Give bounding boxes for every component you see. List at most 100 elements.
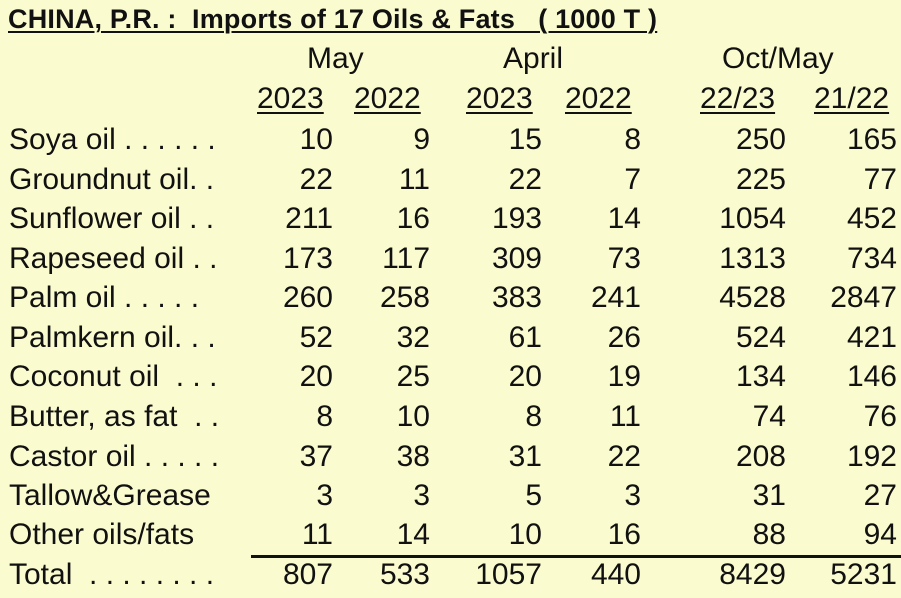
- table-row-other-oils-fats: Other oils/fats 11 14 10 16 88 94: [0, 518, 901, 558]
- cell-oct-may-22-23: 74: [752, 400, 786, 433]
- row-label: Castor oil . . . . .: [9, 440, 220, 473]
- cell-oct-may-22-23: 208: [735, 440, 786, 473]
- column-header-april-2023: 2023: [466, 82, 533, 115]
- cell-april-2022: 241: [590, 281, 641, 314]
- column-header-april-2022: 2022: [565, 82, 632, 115]
- cell-may-2023: 10: [299, 123, 333, 156]
- cell-may-2023: 52: [299, 321, 333, 354]
- table-row-groundnut-oil: Groundnut oil. . 22 11 22 7 225 77: [0, 163, 901, 203]
- cell-oct-may-21-22: 165: [846, 123, 897, 156]
- cell-oct-may-21-22: 76: [863, 400, 897, 433]
- cell-april-2023: 61: [508, 321, 542, 354]
- cell-oct-may-22-23: 1054: [719, 202, 786, 235]
- table-row-soya-oil: Soya oil . . . . . . 10 9 15 8 250 165: [0, 123, 901, 163]
- cell-may-2022: 10: [396, 400, 430, 433]
- cell-april-2022: 22: [607, 440, 641, 473]
- row-label: Other oils/fats: [9, 518, 195, 551]
- cell-oct-may-21-22: 77: [863, 163, 897, 196]
- cell-april-2023: 5: [525, 479, 542, 512]
- table-row-tallow-grease: Tallow&Grease 3 3 5 3 31 27: [0, 479, 901, 519]
- table-row-total: Total . . . . . . . . 807 533 1057 440 8…: [0, 558, 901, 598]
- group-header-oct-may: Oct/May: [722, 42, 834, 75]
- cell-april-2022: 73: [607, 242, 641, 275]
- column-header-may-2022: 2022: [354, 82, 421, 115]
- cell-april-2023: 309: [491, 242, 542, 275]
- cell-april-2023: 193: [491, 202, 542, 235]
- row-label: Butter, as fat . .: [9, 400, 220, 433]
- cell-may-2023: 20: [299, 360, 333, 393]
- page-title: CHINA, P.R. : Imports of 17 Oils & Fats …: [8, 4, 658, 34]
- cell-may-2022: 32: [396, 321, 430, 354]
- cell-april-2022: 26: [607, 321, 641, 354]
- row-label: Palm oil . . . . .: [9, 281, 200, 314]
- table-row-sunflower-oil: Sunflower oil . . 211 16 193 14 1054 452: [0, 202, 901, 242]
- cell-oct-may-22-23: 31: [752, 479, 786, 512]
- table-row-palmkern-oil: Palmkern oil. . . 52 32 61 26 524 421: [0, 321, 901, 361]
- cell-may-2023: 211: [285, 202, 333, 235]
- cell-may-2022: 9: [413, 123, 430, 156]
- cell-april-2023: 8: [525, 400, 542, 433]
- row-label: Palmkern oil. . .: [9, 321, 216, 354]
- row-label: Rapeseed oil . .: [9, 242, 218, 275]
- cell-april-2023: 383: [491, 281, 542, 314]
- row-label: Soya oil . . . . . .: [9, 123, 216, 156]
- cell-oct-may-21-22: 192: [846, 440, 897, 473]
- cell-oct-may-22-23: 134: [735, 360, 786, 393]
- cell-may-2023: 8: [316, 400, 333, 433]
- row-label: Total . . . . . . . .: [9, 558, 215, 591]
- cell-may-2023: 11: [301, 518, 333, 551]
- cell-oct-may-22-23: 524: [735, 321, 786, 354]
- cell-april-2022: 3: [624, 479, 641, 512]
- cell-may-2022: 11: [398, 163, 430, 196]
- cell-may-2023: 37: [299, 440, 333, 473]
- cell-april-2023: 20: [508, 360, 542, 393]
- cell-oct-may-22-23: 4528: [719, 281, 786, 314]
- total-divider-line: [251, 555, 901, 558]
- cell-may-2022: 16: [396, 202, 430, 235]
- cell-may-2022: 258: [379, 281, 430, 314]
- cell-may-2022: 38: [396, 440, 430, 473]
- cell-oct-may-22-23: 250: [735, 123, 786, 156]
- cell-oct-may-22-23: 8429: [719, 558, 786, 591]
- cell-oct-may-21-22: 27: [863, 479, 897, 512]
- cell-april-2022: 11: [609, 400, 641, 433]
- cell-may-2023: 260: [282, 281, 333, 314]
- cell-april-2023: 22: [508, 163, 542, 196]
- table-row-castor-oil: Castor oil . . . . . 37 38 31 22 208 192: [0, 440, 901, 480]
- row-label: Sunflower oil . .: [9, 202, 215, 235]
- cell-april-2022: 7: [624, 163, 641, 196]
- cell-oct-may-22-23: 1313: [719, 242, 786, 275]
- cell-april-2022: 8: [624, 123, 641, 156]
- cell-oct-may-21-22: 146: [846, 360, 897, 393]
- column-header-oct-may-22-23: 22/23: [700, 82, 776, 115]
- cell-april-2022: 440: [590, 558, 641, 591]
- row-label: Groundnut oil. .: [9, 163, 215, 196]
- row-label: Tallow&Grease: [9, 479, 211, 512]
- cell-may-2023: 22: [299, 163, 333, 196]
- cell-may-2022: 3: [413, 479, 430, 512]
- cell-april-2023: 31: [508, 440, 542, 473]
- cell-oct-may-21-22: 452: [846, 202, 897, 235]
- cell-april-2023: 10: [508, 518, 542, 551]
- cell-may-2023: 173: [282, 242, 333, 275]
- column-header-oct-may-21-22: 21/22: [814, 82, 890, 115]
- cell-oct-may-22-23: 88: [752, 518, 786, 551]
- cell-oct-may-21-22: 5231: [830, 558, 897, 591]
- column-header-may-2023: 2023: [257, 82, 324, 115]
- table-row-coconut-oil: Coconut oil . . . 20 25 20 19 134 146: [0, 360, 901, 400]
- cell-may-2023: 807: [282, 558, 333, 591]
- cell-oct-may-21-22: 94: [863, 518, 897, 551]
- table-row-butter: Butter, as fat . . 8 10 8 11 74 76: [0, 400, 901, 440]
- group-header-may: May: [307, 42, 364, 75]
- cell-oct-may-21-22: 421: [846, 321, 897, 354]
- cell-may-2022: 14: [396, 518, 430, 551]
- cell-oct-may-22-23: 225: [735, 163, 786, 196]
- cell-may-2022: 117: [382, 242, 430, 275]
- cell-april-2023: 15: [508, 123, 542, 156]
- cell-may-2022: 533: [379, 558, 430, 591]
- cell-april-2022: 16: [607, 518, 641, 551]
- cell-oct-may-21-22: 734: [846, 242, 897, 275]
- table-row-palm-oil: Palm oil . . . . . 260 258 383 241 4528 …: [0, 281, 901, 321]
- row-label: Coconut oil . . .: [9, 360, 218, 393]
